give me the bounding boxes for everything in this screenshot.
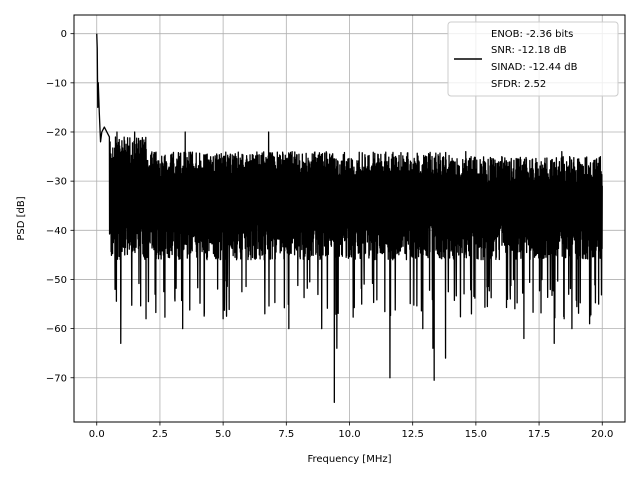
x-tick-label: 15.0 [465, 429, 487, 440]
legend-enob: ENOB: -2.36 bits [491, 29, 573, 40]
x-tick-label: 17.5 [528, 429, 550, 440]
x-axis-title: Frequency [MHz] [307, 454, 391, 465]
x-tick-label: 2.5 [152, 429, 168, 440]
y-tick-label: 0 [61, 29, 67, 40]
legend-snr: SNR: -12.18 dB [491, 45, 567, 56]
psd-trace [96, 33, 603, 403]
y-tick-label: −70 [46, 373, 67, 384]
x-tick-label: 10.0 [338, 429, 360, 440]
y-tick-label: −30 [46, 177, 67, 188]
y-tick-label: −60 [46, 324, 67, 335]
psd-series [96, 33, 603, 403]
legend-sfdr: SFDR: 2.52 [491, 79, 546, 90]
y-tick-label: −10 [46, 78, 67, 89]
x-tick-label: 12.5 [402, 429, 424, 440]
y-tick-label: −40 [46, 226, 67, 237]
legend: ENOB: -2.36 bits SNR: -12.18 dB SINAD: -… [447, 21, 619, 97]
y-tick-label: −50 [46, 275, 67, 286]
x-tick-label: 20.0 [591, 429, 613, 440]
legend-sinad: SINAD: -12.44 dB [491, 62, 578, 73]
x-tick-label: 7.5 [278, 429, 294, 440]
y-tick-label: −20 [46, 127, 67, 138]
x-axis: 0.0 2.5 5.0 7.5 10.0 12.5 15.0 17.5 20.0 [89, 422, 613, 440]
y-axis-title: PSD [dB] [16, 196, 27, 240]
x-tick-label: 5.0 [215, 429, 231, 440]
y-axis: 0 −10 −20 −30 −40 −50 −60 −70 [46, 29, 74, 384]
legend-box [447, 21, 619, 97]
x-tick-label: 0.0 [89, 429, 105, 440]
